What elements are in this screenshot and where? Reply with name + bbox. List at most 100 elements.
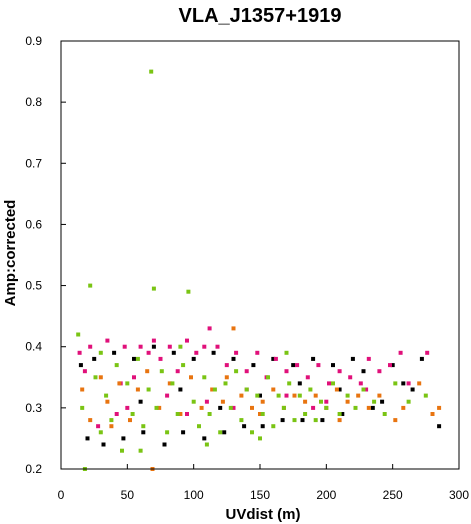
data-point <box>308 387 313 392</box>
data-point <box>231 356 236 361</box>
data-point <box>175 369 180 374</box>
data-point <box>372 399 377 404</box>
data-point <box>284 393 289 398</box>
x-axis-label: UVdist (m) <box>226 506 301 523</box>
data-point <box>244 369 249 374</box>
data-point <box>297 381 302 386</box>
data-point <box>165 430 170 435</box>
data-point <box>207 326 212 331</box>
data-point <box>135 356 140 361</box>
data-point <box>167 344 172 349</box>
points-layer <box>76 69 442 471</box>
y-tick-label: 0.5 <box>25 279 42 293</box>
data-point <box>234 350 239 355</box>
data-point <box>361 369 366 374</box>
data-point <box>401 405 406 410</box>
data-point <box>331 363 335 368</box>
data-point <box>284 350 289 355</box>
data-point <box>105 338 110 343</box>
data-point <box>398 350 403 355</box>
data-point <box>78 363 83 368</box>
data-point <box>189 375 193 380</box>
data-point <box>303 399 308 404</box>
data-point <box>93 375 98 380</box>
data-point <box>425 350 430 355</box>
data-point <box>191 356 196 361</box>
data-point <box>292 393 297 398</box>
data-point <box>291 363 296 368</box>
data-point <box>88 283 93 288</box>
data-point <box>85 436 90 441</box>
data-point <box>224 375 229 380</box>
data-point <box>356 393 361 398</box>
data-point <box>303 412 308 416</box>
data-point <box>337 387 342 392</box>
data-point <box>80 405 85 410</box>
y-tick-label: 0.8 <box>25 95 42 109</box>
data-point <box>132 356 136 361</box>
data-point <box>215 344 220 349</box>
data-point <box>204 399 209 404</box>
data-point <box>331 381 335 386</box>
data-point <box>251 363 256 368</box>
data-point <box>423 393 428 398</box>
data-point <box>178 412 183 416</box>
data-point <box>222 430 227 435</box>
data-point <box>313 418 318 423</box>
data-point <box>345 393 350 398</box>
data-point <box>120 448 124 453</box>
y-tick-label: 0.9 <box>25 34 42 48</box>
data-point <box>271 356 276 361</box>
data-point <box>171 350 176 355</box>
x-tick-label: 50 <box>121 488 135 502</box>
data-point <box>364 387 369 392</box>
data-point <box>224 363 229 368</box>
data-point <box>327 381 331 386</box>
data-point <box>260 412 265 416</box>
data-point <box>250 430 254 435</box>
data-point <box>207 412 212 416</box>
data-point <box>105 399 110 404</box>
data-point <box>211 350 216 355</box>
chart-title: VLA_J1357+1919 <box>179 5 342 27</box>
data-point <box>234 369 239 374</box>
data-point <box>167 381 172 386</box>
data-point <box>212 387 217 392</box>
data-point <box>406 399 411 404</box>
data-point <box>239 393 244 398</box>
data-point <box>370 405 375 410</box>
y-tick-label: 0.2 <box>25 462 42 476</box>
data-point <box>410 387 415 392</box>
data-point <box>361 387 366 392</box>
data-point <box>345 399 350 404</box>
data-point <box>334 387 339 392</box>
data-point <box>202 436 207 441</box>
data-point <box>138 344 143 349</box>
data-point <box>159 369 164 374</box>
data-point <box>175 412 180 416</box>
data-point <box>401 381 406 386</box>
data-point <box>319 399 323 404</box>
y-tick-label: 0.6 <box>25 217 42 231</box>
data-point <box>218 405 223 410</box>
data-point <box>157 405 162 410</box>
data-point <box>178 387 183 392</box>
data-point <box>266 375 270 380</box>
data-point <box>154 405 159 410</box>
data-point <box>287 381 292 386</box>
data-point <box>258 412 262 416</box>
data-point <box>320 418 325 423</box>
data-point <box>128 418 132 423</box>
data-point <box>82 369 87 374</box>
data-point <box>297 393 302 398</box>
x-tick-label: 150 <box>250 488 270 502</box>
data-point <box>239 418 244 423</box>
data-point <box>388 363 392 368</box>
series-group <box>80 326 442 471</box>
data-point <box>276 393 281 398</box>
data-point <box>98 375 103 380</box>
data-point <box>324 399 329 404</box>
data-point <box>77 350 82 355</box>
data-point <box>228 405 233 410</box>
data-point <box>313 393 318 398</box>
